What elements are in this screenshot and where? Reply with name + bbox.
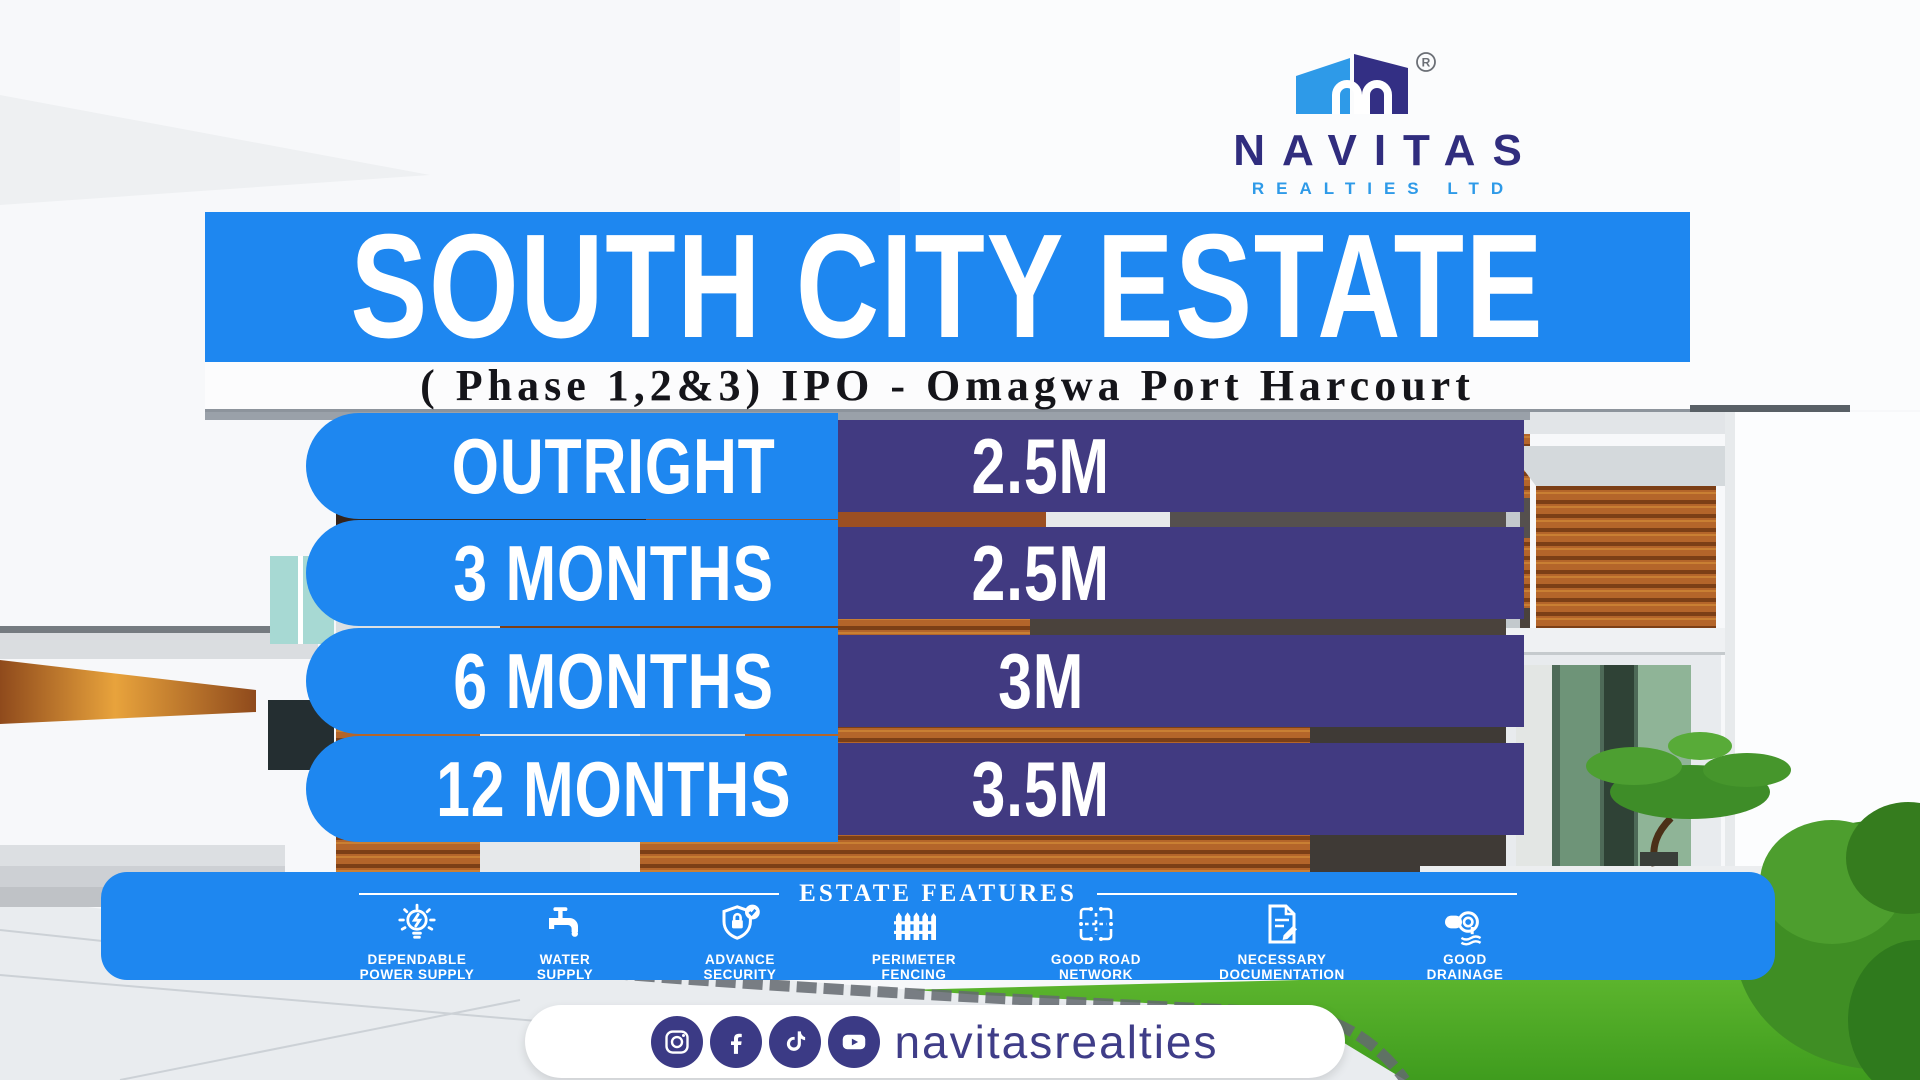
price-panel [830,527,1524,619]
price-value: 3M [997,636,1085,725]
feature-label: NECESSARY DOCUMENTATION [1219,952,1345,982]
price-panel [830,635,1524,727]
social-handle-pill: navitasrealties [525,1005,1345,1078]
plan-pill: OUTRIGHT [306,413,838,519]
instagram-icon [651,1015,704,1068]
estate-features-bar: ESTATE FEATURES DEPENDABLE POWER SUPPLY W… [101,872,1775,982]
road-network-icon [1006,900,1186,948]
facebook-icon [710,1015,763,1068]
drainage-icon [1375,900,1555,948]
feature-item: PERIMETER FENCING [824,900,1004,982]
price-panel [830,743,1524,835]
tiktok-icon [769,1015,822,1068]
price-value: 3.5M [971,744,1111,833]
plan-label: 3 MONTHS [453,528,775,617]
price-panel [830,420,1524,512]
feature-label: GOOD ROAD NETWORK [1050,952,1142,982]
feature-item: GOOD DRAINAGE [1375,900,1555,982]
social-handle: navitasrealties [894,1015,1219,1068]
header-line-right [1096,893,1517,895]
documentation-icon [1192,900,1372,948]
header-line-left [359,893,780,895]
feature-label: GOOD DRAINAGE [1426,952,1504,982]
water-supply-icon [475,900,655,948]
feature-label: WATER SUPPLY [536,952,594,982]
estate-subtitle-strip: ( Phase 1,2&3) IPO - Omagwa Port Harcour… [205,361,1690,412]
pricing-row: 3 MONTHS 2.5M [306,520,1524,626]
feature-item: GOOD ROAD NETWORK [1006,900,1186,982]
feature-item: NECESSARY DOCUMENTATION [1192,900,1372,982]
plan-label: 6 MONTHS [453,636,775,725]
plan-pill: 3 MONTHS [306,520,838,626]
features-title: ESTATE FEATURES [799,880,1077,907]
price-value: 2.5M [971,528,1111,617]
features-header: ESTATE FEATURES [101,880,1775,908]
feature-item: ADVANCE SECURITY [650,900,830,982]
feature-item: WATER SUPPLY [475,900,655,982]
estate-title-banner: SOUTH CITY ESTATE [205,212,1690,362]
youtube-icon [828,1015,881,1068]
brand-subtitle: REALTIES LTD [1251,179,1516,198]
power-supply-icon [327,900,507,948]
feature-label: PERIMETER FENCING [871,952,957,982]
fence-icon [824,900,1004,948]
brand-name: NAVITAS [1233,126,1539,175]
estate-subtitle: ( Phase 1,2&3) IPO - Omagwa Port Harcour… [420,361,1475,410]
plan-pill: 12 MONTHS [306,736,838,842]
plan-pill: 6 MONTHS [306,628,838,734]
estate-title: SOUTH CITY ESTATE [350,204,1545,369]
registered-mark: R [1421,56,1430,70]
feature-label: ADVANCE SECURITY [703,952,777,982]
brand-logo-mark-icon: R [1295,52,1436,114]
social-icons [651,1015,881,1068]
brand-logo: R NAVITAS REALTIES LTD [1205,50,1550,199]
pricing-row: 6 MONTHS 3M [306,628,1524,734]
plan-label: OUTRIGHT [452,421,776,510]
pricing-row: OUTRIGHT 2.5M [306,413,1524,519]
pricing-row: 12 MONTHS 3.5M [306,736,1524,842]
plan-label: 12 MONTHS [436,744,792,833]
feature-item: DEPENDABLE POWER SUPPLY [327,900,507,982]
feature-label: DEPENDABLE POWER SUPPLY [359,952,475,982]
price-value: 2.5M [971,421,1111,510]
security-icon [650,900,830,948]
